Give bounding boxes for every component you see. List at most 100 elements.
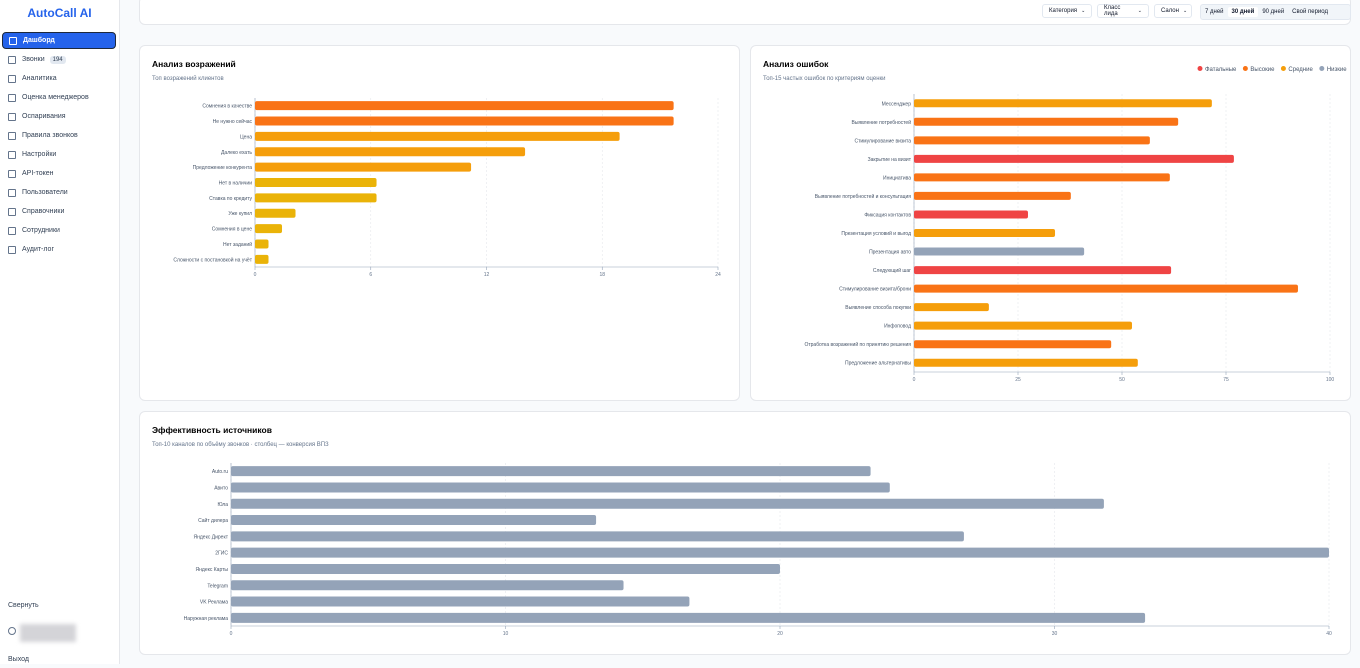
card: Анализ ошибок Топ-15 частых ошибок по кри…: [750, 45, 1351, 401]
y-tick-label: Стимулирование визита: [854, 138, 911, 144]
bar: [255, 101, 674, 111]
nav-item[interactable]: Настройки: [2, 146, 116, 163]
nav-item[interactable]: Звонки 194: [2, 51, 116, 68]
bar: [914, 266, 1172, 275]
bar: [914, 284, 1298, 293]
nav-item[interactable]: Дашборд: [2, 32, 116, 49]
x-tick-label: 0: [913, 377, 916, 383]
nav-icon: [8, 188, 16, 197]
nav-icon: [8, 226, 16, 235]
nav-item[interactable]: Правила звонков: [2, 127, 116, 144]
nav-item[interactable]: Пользователи: [2, 184, 116, 201]
bar: [255, 131, 620, 141]
y-tick-label: Сомнения в цене: [212, 227, 252, 233]
y-tick-label: Наружная реклама: [184, 616, 229, 622]
nav-item[interactable]: Сотрудники: [2, 222, 116, 239]
chart-title: Анализ ошибок: [763, 59, 829, 69]
logout-button[interactable]: Выход: [2, 651, 116, 668]
x-tick-label: 10: [503, 631, 509, 637]
bar: [914, 154, 1234, 163]
period-option[interactable]: 7 дней: [1205, 9, 1224, 15]
bar: [255, 116, 674, 126]
filter-dropdown[interactable]: Класс лида ⌄: [1097, 4, 1149, 18]
legend-label: Высокие: [1250, 67, 1275, 73]
nav-label: Оспаривания: [22, 113, 66, 120]
y-tick-label: Ставка по кредиту: [209, 196, 252, 202]
card: Эффективность источников Топ-10 каналов п…: [139, 411, 1351, 655]
x-tick-label: 18: [599, 272, 605, 278]
nav-item[interactable]: Аналитика: [2, 70, 116, 87]
y-tick-label: Выявление потребностей и консультация: [815, 193, 912, 200]
nav-label: Звонки: [22, 56, 45, 63]
period-option[interactable]: 30 дней: [1227, 7, 1259, 17]
nav-item[interactable]: Справочники: [2, 203, 116, 220]
y-tick-label: Закрытие на визит: [868, 157, 912, 163]
user-name-blurred: [20, 624, 76, 642]
legend-label: Низкие: [1327, 67, 1347, 73]
x-tick-label: 50: [1119, 377, 1125, 383]
nav-item[interactable]: Аудит-лог: [2, 241, 116, 258]
nav-label: Настройки: [22, 151, 57, 158]
filter-dropdown[interactable]: Салон ⌄: [1154, 4, 1192, 18]
collapse-label: Свернуть: [8, 602, 39, 609]
bar: [914, 136, 1150, 145]
nav-label: Оценка менеджеров: [22, 94, 89, 101]
nav-label: Сотрудники: [22, 227, 60, 234]
filter-label: Салон: [1161, 8, 1179, 14]
nav-icon: [8, 245, 16, 254]
chart-subtitle: Топ возражений клиентов: [152, 75, 224, 82]
bar: [231, 563, 780, 574]
nav-icon: [8, 74, 16, 83]
chevron: ⌄: [1137, 8, 1142, 14]
chart-subtitle: Топ-15 частых ошибок по критериям оценки: [763, 76, 886, 82]
bar: [914, 321, 1132, 330]
bar: [255, 162, 472, 172]
sidebar: AutoCall AI Дашборд Звонки 194 Аналитика Оце…: [0, 0, 120, 664]
chart: Анализ ошибок Топ-15 частых ошибок по кри…: [763, 59, 1347, 383]
bar: [914, 303, 989, 312]
y-tick-label: Стимулирование визита/брони: [839, 287, 911, 293]
x-tick-label: 0: [230, 631, 233, 637]
logout-label: Выход: [8, 656, 29, 663]
legend-swatch: [1197, 66, 1203, 71]
nav-label: API-токен: [22, 170, 54, 177]
bar: [914, 247, 1085, 256]
nav-item[interactable]: API-токен: [2, 165, 116, 182]
nav-icon: [8, 169, 16, 178]
collapse-button[interactable]: Свернуть: [2, 597, 116, 614]
period-option[interactable]: 90 дней: [1262, 9, 1285, 15]
nav-item[interactable]: Оценка менеджеров: [2, 89, 116, 106]
legend-label: Фатальные: [1205, 67, 1237, 73]
bar: [914, 210, 1028, 219]
y-tick-label: Далеко ехать: [221, 150, 252, 156]
chart-title: Эффективность источников: [152, 425, 272, 435]
bar: [255, 193, 377, 203]
y-tick-label: Яндекс Директ: [194, 534, 229, 540]
user-icon: [8, 627, 16, 635]
filter-dropdown[interactable]: Категория ⌄: [1042, 4, 1092, 18]
y-tick-label: Следующий шаг: [873, 267, 911, 274]
bar: [255, 147, 526, 157]
period-option[interactable]: Свой период: [1292, 9, 1328, 15]
nav-icon: [8, 131, 16, 140]
y-tick-label: Фиксация контактов: [864, 212, 911, 218]
bar: [231, 482, 890, 493]
bar: [914, 173, 1170, 182]
y-tick-label: Юла: [217, 502, 228, 508]
nav-label: Дашборд: [23, 37, 55, 44]
y-tick-label: Выявление способа покупки: [845, 305, 911, 311]
nav-label: Пользователи: [22, 189, 68, 196]
bar: [255, 254, 269, 264]
legend-swatch: [1242, 66, 1248, 71]
y-tick-label: Выявление потребностей: [852, 119, 912, 126]
x-tick-label: 0: [254, 272, 257, 278]
nav-label: Справочники: [22, 208, 65, 215]
bar: [231, 580, 624, 591]
y-tick-label: Яндекс Карты: [196, 567, 229, 573]
y-tick-label: Уже купил: [228, 211, 252, 217]
y-tick-label: Предложение альтернативы: [845, 361, 911, 367]
x-tick-label: 24: [715, 272, 721, 278]
bar: [255, 178, 377, 187]
nav-item[interactable]: Оспаривания: [2, 108, 116, 125]
